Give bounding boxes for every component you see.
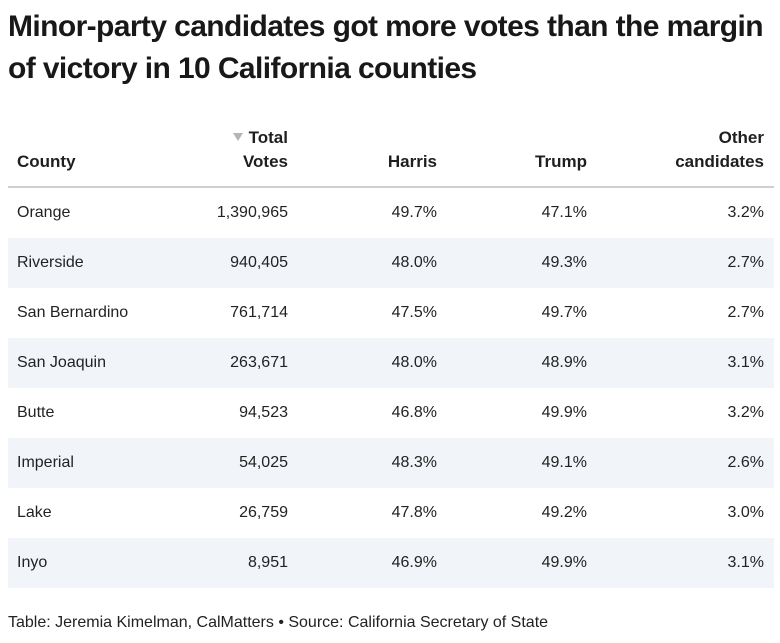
cell-county: San Bernardino (17, 304, 129, 321)
column-header-trump[interactable]: Trump (535, 150, 587, 174)
column-header-total-votes-line1: Total (248, 128, 288, 147)
table-row: Butte 94,523 46.8% 49.9% 3.2% (8, 388, 774, 438)
column-header-other-line1: Other (718, 128, 764, 147)
cell-county: San Joaquin (17, 354, 106, 371)
cell-county: Lake (17, 504, 52, 521)
cell-harris: 49.7% (391, 204, 437, 221)
cell-harris: 46.9% (391, 554, 437, 571)
cell-other: 3.2% (727, 204, 764, 221)
cell-total-votes: 94,523 (239, 404, 288, 421)
column-header-total-votes-line2: Votes (242, 152, 288, 171)
cell-trump: 49.2% (541, 504, 587, 521)
column-header-trump-label: Trump (535, 152, 587, 171)
source-credit: Table: Jeremia Kimelman, CalMatters • So… (8, 614, 549, 631)
column-header-total-votes[interactable]: Total Votes (232, 126, 288, 174)
cell-trump: 47.1% (541, 204, 587, 221)
column-header-other-line2: candidates (675, 152, 764, 171)
cell-total-votes: 8,951 (247, 554, 288, 571)
cell-trump: 49.1% (541, 454, 587, 471)
cell-trump: 49.3% (541, 254, 587, 271)
table-row: Orange 1,390,965 49.7% 47.1% 3.2% (8, 188, 774, 238)
cell-county: Inyo (17, 554, 48, 571)
cell-trump: 49.7% (541, 304, 587, 321)
cell-harris: 48.0% (391, 254, 437, 271)
cell-trump: 48.9% (541, 354, 587, 371)
table-header: County Total Votes Harris Trump Other ca… (8, 118, 774, 188)
cell-county: Orange (17, 204, 71, 221)
cell-other: 3.1% (727, 354, 764, 371)
table-row: Imperial 54,025 48.3% 49.1% 2.6% (8, 438, 774, 488)
cell-harris: 47.8% (391, 504, 437, 521)
cell-county: Riverside (17, 254, 84, 271)
column-header-other-candidates[interactable]: Other candidates (675, 126, 764, 174)
sort-descending-icon (232, 133, 243, 141)
table-body: Orange 1,390,965 49.7% 47.1% 3.2% Rivers… (8, 188, 774, 588)
column-header-county-label: County (17, 152, 76, 171)
cell-county: Imperial (17, 454, 74, 471)
cell-county: Butte (17, 404, 55, 421)
cell-total-votes: 263,671 (230, 354, 288, 371)
table-row: Lake 26,759 47.8% 49.2% 3.0% (8, 488, 774, 538)
cell-total-votes: 940,405 (230, 254, 288, 271)
chart-title: Minor-party candidates got more votes th… (8, 10, 764, 85)
cell-total-votes: 1,390,965 (216, 204, 288, 221)
table-row: Riverside 940,405 48.0% 49.3% 2.7% (8, 238, 774, 288)
table-row: Inyo 8,951 46.9% 49.9% 3.1% (8, 538, 774, 588)
cell-total-votes: 761,714 (230, 304, 288, 321)
table-row: San Joaquin 263,671 48.0% 48.9% 3.1% (8, 338, 774, 388)
cell-other: 3.1% (727, 554, 764, 571)
table-row: San Bernardino 761,714 47.5% 49.7% 2.7% (8, 288, 774, 338)
cell-trump: 49.9% (541, 404, 587, 421)
cell-total-votes: 26,759 (239, 504, 288, 521)
cell-other: 3.2% (727, 404, 764, 421)
column-header-county[interactable]: County (17, 150, 76, 174)
cell-trump: 49.9% (541, 554, 587, 571)
cell-other: 2.6% (727, 454, 764, 471)
column-header-harris-label: Harris (387, 152, 437, 171)
cell-other: 2.7% (727, 304, 764, 321)
cell-harris: 47.5% (391, 304, 437, 321)
cell-harris: 48.0% (391, 354, 437, 371)
column-header-harris[interactable]: Harris (388, 150, 437, 174)
cell-total-votes: 54,025 (239, 454, 288, 471)
cell-other: 3.0% (727, 504, 764, 521)
cell-other: 2.7% (727, 254, 764, 271)
cell-harris: 46.8% (391, 404, 437, 421)
data-table: County Total Votes Harris Trump Other ca… (8, 118, 774, 588)
cell-harris: 48.3% (391, 454, 437, 471)
